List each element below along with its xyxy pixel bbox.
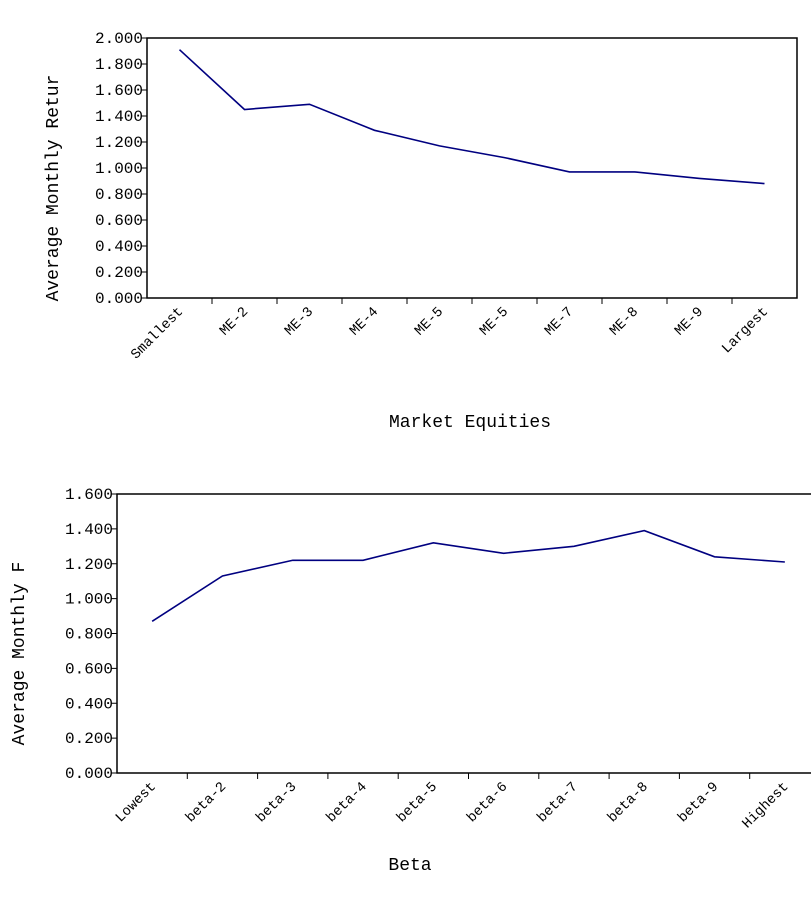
y-tick-label: 1.200 bbox=[65, 556, 113, 574]
x-tick-label: ME-4 bbox=[347, 304, 382, 339]
x-axis-label: Beta bbox=[388, 856, 431, 876]
y-axis-label: Average Monthly F bbox=[10, 562, 30, 746]
x-tick-label: ME-8 bbox=[607, 304, 642, 339]
x-tick-label: Lowest bbox=[113, 779, 160, 826]
y-tick-label: 1.200 bbox=[95, 134, 143, 152]
y-tick-label: 0.400 bbox=[95, 238, 143, 256]
y-axis-label: Average Monthly Retur bbox=[44, 75, 64, 302]
series-line bbox=[151, 529, 785, 622]
y-tick-label: 0.400 bbox=[65, 695, 113, 713]
y-tick-label: 1.000 bbox=[95, 160, 143, 178]
x-tick-label: beta-2 bbox=[183, 779, 230, 826]
x-tick-label: beta-8 bbox=[605, 779, 652, 826]
x-tick-label: ME-3 bbox=[282, 304, 317, 339]
x-tick-label: Smallest bbox=[128, 304, 187, 363]
plot-frame bbox=[146, 37, 798, 299]
y-tick-label: 1.400 bbox=[95, 108, 143, 126]
y-tick-label: 1.400 bbox=[65, 521, 113, 539]
y-tick-label: 2.000 bbox=[95, 30, 143, 48]
y-tick-label: 0.800 bbox=[65, 626, 113, 644]
x-tick-label: beta-6 bbox=[464, 779, 511, 826]
x-tick-label: Largest bbox=[719, 304, 772, 357]
y-tick-label: 0.600 bbox=[65, 660, 113, 678]
x-tick-label: beta-5 bbox=[394, 779, 441, 826]
y-tick-label: 1.000 bbox=[65, 591, 113, 609]
x-tick-label: ME-2 bbox=[217, 304, 252, 339]
y-tick-label: 1.600 bbox=[95, 82, 143, 100]
y-tick-label: 0.000 bbox=[95, 290, 143, 308]
y-tick-label: 0.200 bbox=[95, 264, 143, 282]
y-tick-label: 1.600 bbox=[65, 486, 113, 504]
x-tick-label: ME-5 bbox=[477, 304, 512, 339]
y-tick-label: 0.800 bbox=[95, 186, 143, 204]
x-tick-label: ME-7 bbox=[542, 304, 577, 339]
x-tick-label: beta-3 bbox=[253, 779, 300, 826]
x-tick-label: Highest bbox=[739, 779, 792, 832]
y-tick-label: 0.200 bbox=[65, 730, 113, 748]
x-tick-label: beta-4 bbox=[324, 779, 371, 826]
x-tick-label: ME-9 bbox=[672, 304, 707, 339]
x-axis-label: Market Equities bbox=[389, 413, 551, 433]
plot-frame bbox=[116, 493, 811, 774]
series-line bbox=[178, 49, 765, 185]
x-tick-label: beta-7 bbox=[535, 779, 582, 826]
y-tick-label: 1.800 bbox=[95, 56, 143, 74]
y-tick-label: 0.000 bbox=[65, 765, 113, 783]
y-tick-label: 0.600 bbox=[95, 212, 143, 230]
x-tick-label: ME-5 bbox=[412, 304, 447, 339]
x-tick-label: beta-9 bbox=[675, 779, 722, 826]
